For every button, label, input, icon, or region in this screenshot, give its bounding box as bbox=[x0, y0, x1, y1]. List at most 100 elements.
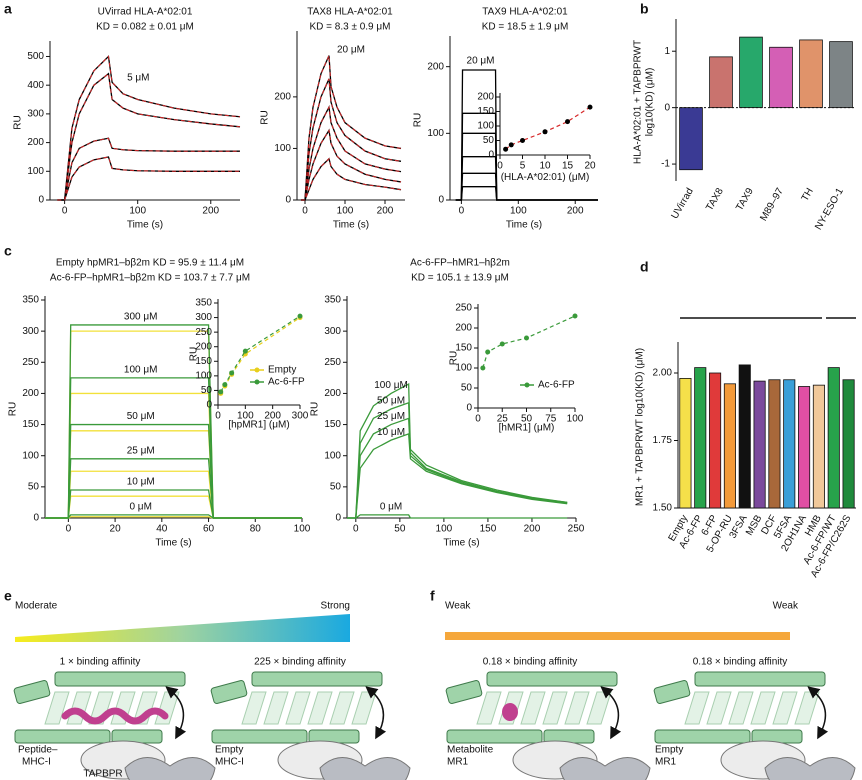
y-tick-label: 0 bbox=[285, 195, 291, 206]
x-tick-label: 50 bbox=[394, 524, 406, 535]
series-label: 20 μM bbox=[337, 44, 365, 55]
y-tick-label: 100 bbox=[195, 370, 212, 381]
x-axis-label: Time (s) bbox=[155, 538, 191, 549]
equilibrium-arrow bbox=[600, 686, 622, 740]
fit-line bbox=[301, 128, 402, 201]
y-tick-label: 200 bbox=[427, 61, 444, 72]
y-tick-label: 200 bbox=[324, 388, 341, 399]
affinity-bar bbox=[445, 632, 790, 640]
bar bbox=[709, 56, 733, 109]
data-point bbox=[222, 382, 228, 388]
data-point bbox=[542, 129, 548, 135]
y-tick-label: 0 bbox=[466, 403, 472, 414]
series-label: 20 μM bbox=[467, 56, 495, 67]
x-tick-label: 100 bbox=[337, 206, 354, 217]
bar bbox=[783, 379, 796, 509]
x-tick-label: 200 bbox=[264, 411, 281, 422]
series-label: 25 μM bbox=[377, 411, 405, 422]
y-axis-label: log10(KD) (μM) bbox=[645, 68, 656, 137]
y-tick-label: 200 bbox=[27, 137, 44, 148]
y-tick-label: 300 bbox=[22, 326, 39, 337]
tapbpr bbox=[124, 756, 216, 780]
y-tick-label: 150 bbox=[324, 419, 341, 430]
equilibrium-arrow bbox=[365, 686, 387, 740]
chart-title: TAX8 HLA-A*02:01 bbox=[307, 7, 393, 18]
diagram-text: MHC-I bbox=[22, 757, 51, 768]
x-tick-label: 0 bbox=[459, 206, 465, 217]
data-point bbox=[485, 349, 491, 355]
data-point bbox=[520, 138, 525, 143]
x-tick-label: 80 bbox=[250, 524, 262, 535]
diagram-text: MR1 bbox=[447, 757, 469, 768]
y-tick-label: 0 bbox=[38, 195, 44, 206]
x-tick-label: 0 bbox=[302, 206, 308, 217]
y-tick-label: -1 bbox=[661, 159, 670, 170]
x-tick-label: 300 bbox=[292, 411, 309, 422]
y-axis-label: HLA-A*02:01 + TAPBPRWT bbox=[633, 40, 644, 164]
tapbpr bbox=[559, 756, 651, 780]
legend-label: Ac-6-FP bbox=[268, 377, 305, 388]
y-tick-label: 150 bbox=[22, 419, 39, 430]
sensorgram bbox=[301, 55, 402, 201]
series-label: 25 μM bbox=[127, 445, 155, 456]
diagram-text: 1 × binding affinity bbox=[60, 657, 141, 668]
x-tick-label: 100 bbox=[294, 524, 311, 535]
diagram-text: MHC-I bbox=[215, 757, 244, 768]
y-tick-label: 2.00 bbox=[653, 368, 673, 379]
y-tick-label: 1.75 bbox=[653, 435, 673, 446]
y-tick-label: 0 bbox=[206, 400, 212, 411]
series-label: 100 μM bbox=[374, 380, 408, 391]
data-point bbox=[524, 335, 529, 341]
fit-line bbox=[482, 315, 576, 369]
y-tick-label: 1.50 bbox=[653, 503, 673, 514]
x-tick-label: 100 bbox=[436, 524, 453, 535]
y-tick-label: 350 bbox=[324, 295, 341, 306]
y-tick-label: 300 bbox=[195, 312, 212, 323]
x-tick-label: 0 bbox=[475, 414, 481, 425]
series-label: 0 μM bbox=[129, 502, 151, 513]
sensorgram bbox=[57, 55, 241, 201]
sensorgram bbox=[45, 514, 302, 519]
legend-label: Empty bbox=[268, 365, 296, 376]
x-tick-label: 100 bbox=[510, 206, 527, 217]
series-label: 0 μM bbox=[380, 502, 402, 513]
x-tick-label: 50 bbox=[521, 414, 533, 425]
fit-line bbox=[301, 78, 402, 201]
y-tick-label: 150 bbox=[455, 343, 472, 354]
y-tick-label: 1 bbox=[664, 46, 670, 57]
data-point bbox=[503, 146, 509, 152]
bar bbox=[709, 372, 722, 509]
bar bbox=[769, 46, 793, 109]
y-tick-label: 100 bbox=[27, 166, 44, 177]
bar bbox=[694, 367, 707, 509]
tapbpr bbox=[764, 756, 856, 780]
tapbpr bbox=[319, 756, 411, 780]
bar bbox=[753, 380, 766, 509]
x-axis-label: Time (s) bbox=[443, 538, 479, 549]
x-tick-label: 10 bbox=[539, 161, 551, 172]
x-axis-label: [hMR1] (μM) bbox=[499, 423, 555, 434]
diagram-text: Weak bbox=[445, 601, 471, 612]
sensorgram bbox=[301, 105, 402, 201]
equilibrium-arrow bbox=[165, 686, 187, 740]
y-axis-label: RU bbox=[260, 110, 271, 124]
x-tick-label: 150 bbox=[480, 524, 497, 535]
diagram-text: Strong bbox=[321, 601, 350, 612]
panel-label: d bbox=[640, 259, 649, 275]
y-tick-label: 300 bbox=[27, 109, 44, 120]
x-tick-label: TAX9 bbox=[734, 186, 756, 213]
legend-marker bbox=[254, 379, 260, 385]
sensorgram bbox=[45, 430, 302, 519]
series-label: 5 μM bbox=[127, 72, 149, 83]
x-tick-label: 200 bbox=[377, 206, 394, 217]
y-tick-label: 150 bbox=[195, 356, 212, 367]
series-label: 50 μM bbox=[377, 396, 405, 407]
y-axis-label: RU bbox=[413, 113, 424, 127]
sensorgram bbox=[347, 433, 568, 519]
y-axis-label: RU bbox=[8, 402, 19, 416]
y-tick-label: 250 bbox=[22, 357, 39, 368]
bar bbox=[679, 107, 703, 171]
y-tick-label: 350 bbox=[195, 298, 212, 309]
y-tick-label: 50 bbox=[28, 481, 40, 492]
x-tick-label: 200 bbox=[524, 524, 541, 535]
